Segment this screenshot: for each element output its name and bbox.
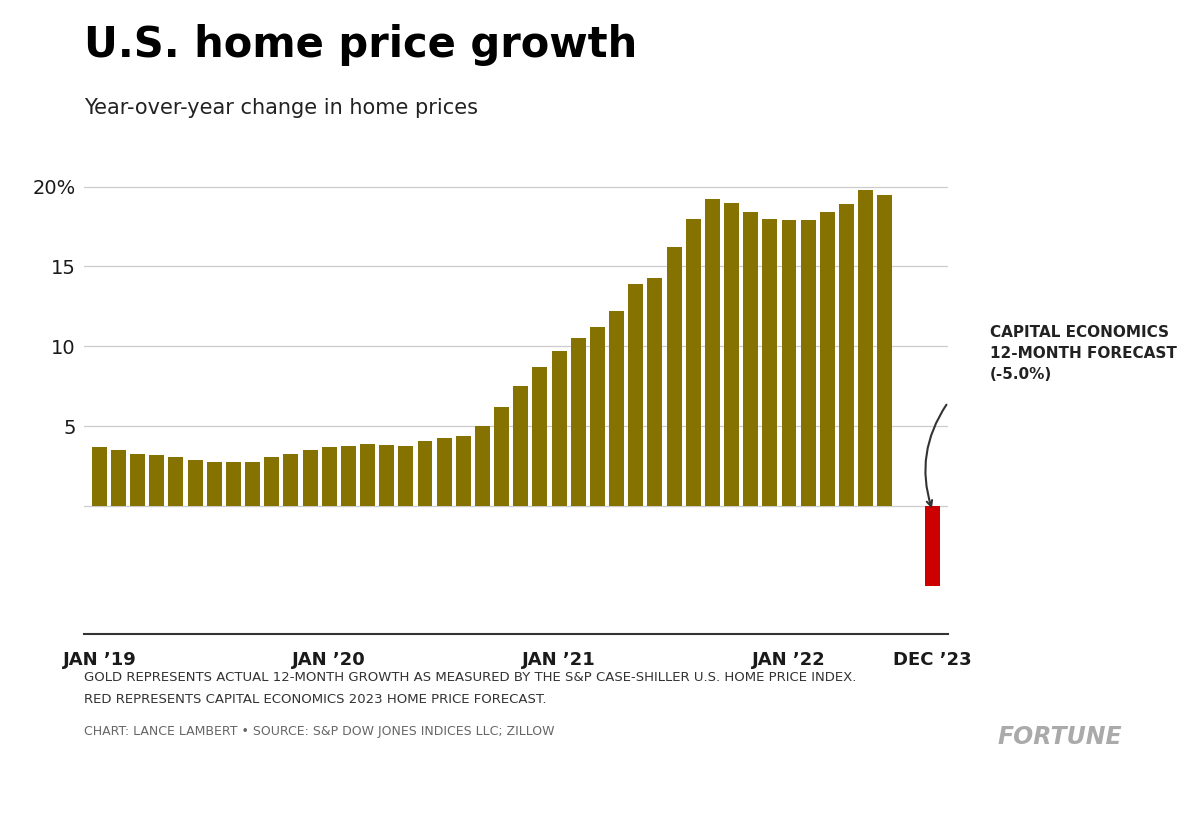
Bar — [839, 204, 854, 506]
Bar — [571, 338, 586, 506]
Text: Year-over-year change in home prices: Year-over-year change in home prices — [84, 98, 478, 118]
Bar — [168, 457, 184, 506]
Bar — [360, 444, 376, 506]
Bar — [610, 311, 624, 506]
Bar — [149, 455, 164, 506]
Bar — [418, 441, 432, 506]
Bar — [781, 220, 797, 506]
Bar — [648, 278, 662, 506]
Bar — [514, 386, 528, 506]
Bar — [800, 220, 816, 506]
Bar — [533, 367, 547, 506]
Bar — [456, 436, 470, 506]
Bar — [820, 212, 835, 506]
Bar — [398, 446, 413, 506]
Bar — [724, 202, 739, 506]
Bar — [743, 212, 758, 506]
Bar — [112, 450, 126, 506]
Bar — [762, 219, 778, 506]
Bar — [858, 189, 874, 506]
Bar — [283, 454, 299, 506]
Bar — [475, 426, 490, 506]
Bar — [187, 460, 203, 506]
Bar — [92, 447, 107, 506]
Text: GOLD REPRESENTS ACTUAL 12-MONTH GROWTH AS MEASURED BY THE S&P CASE-SHILLER U.S. : GOLD REPRESENTS ACTUAL 12-MONTH GROWTH A… — [84, 671, 857, 684]
Bar — [494, 407, 509, 506]
Bar — [552, 351, 566, 506]
Bar — [226, 462, 241, 506]
Bar — [629, 284, 643, 506]
Bar — [322, 447, 337, 506]
Bar — [206, 462, 222, 506]
Bar — [437, 437, 451, 506]
Bar — [264, 457, 280, 506]
Bar — [704, 199, 720, 506]
Text: CAPITAL ECONOMICS
12-MONTH FORECAST
(-5.0%): CAPITAL ECONOMICS 12-MONTH FORECAST (-5.… — [990, 325, 1177, 382]
Text: RED REPRESENTS CAPITAL ECONOMICS 2023 HOME PRICE FORECAST.: RED REPRESENTS CAPITAL ECONOMICS 2023 HO… — [84, 693, 546, 706]
Bar — [666, 247, 682, 506]
Bar — [379, 445, 394, 506]
Bar — [130, 454, 145, 506]
Bar — [341, 446, 356, 506]
Bar — [925, 506, 940, 586]
Bar — [590, 328, 605, 506]
Bar — [302, 450, 318, 506]
Text: CHART: LANCE LAMBERT • SOURCE: S&P DOW JONES INDICES LLC; ZILLOW: CHART: LANCE LAMBERT • SOURCE: S&P DOW J… — [84, 725, 554, 738]
Bar — [877, 194, 893, 506]
Bar — [245, 462, 260, 506]
Text: FORTUNE: FORTUNE — [997, 725, 1122, 750]
Text: U.S. home price growth: U.S. home price growth — [84, 24, 637, 67]
Bar — [685, 219, 701, 506]
